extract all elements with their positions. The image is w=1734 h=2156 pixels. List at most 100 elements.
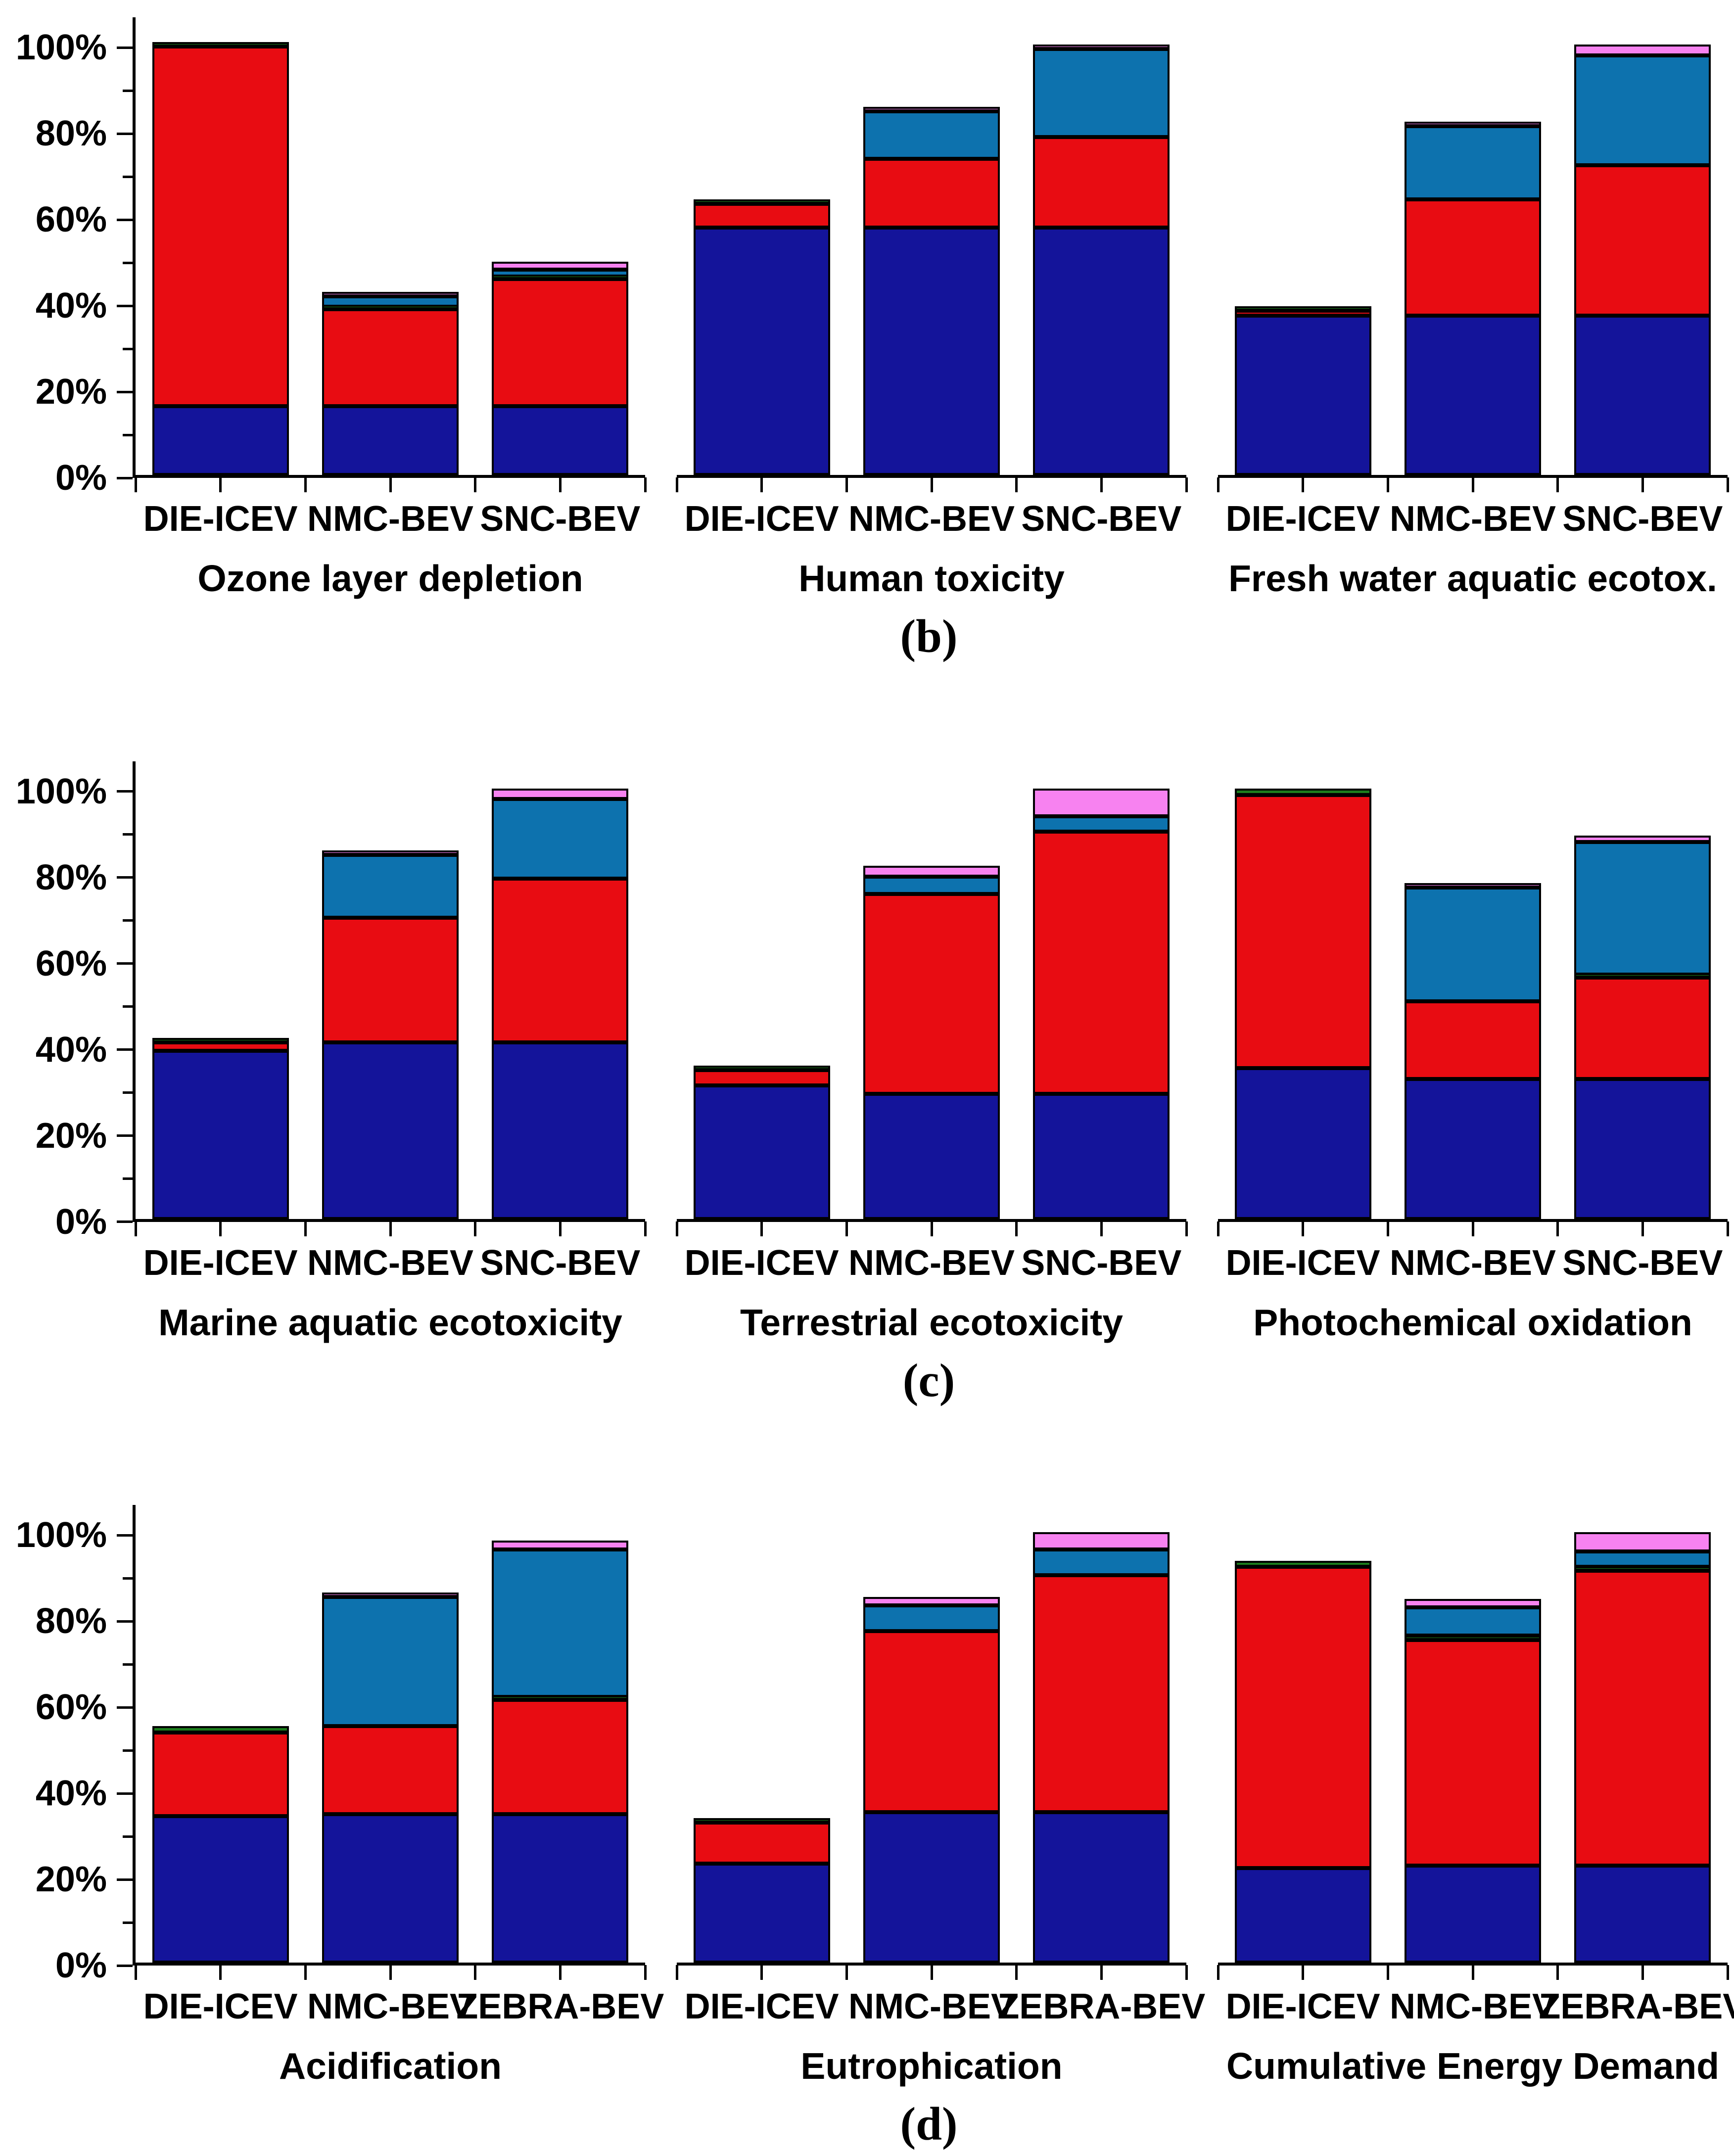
x-axis-tick (1217, 1965, 1219, 1980)
y-major-tick (117, 1220, 133, 1223)
y-minor-tick (123, 1835, 133, 1838)
y-major-tick (117, 876, 133, 879)
bar-segment-red (152, 47, 289, 406)
category-label: NMC-BEV (848, 499, 1015, 539)
x-axis-tick (1302, 477, 1305, 492)
y-minor-tick (123, 1091, 133, 1094)
bar-segment-navy (1033, 1812, 1170, 1963)
category-label: NMC-BEV (1390, 1987, 1556, 2026)
x-axis-tick (304, 1965, 307, 1980)
chart-b-0: 0% 20% 40% 60% 80% 100% DIE-ICEV NMC-BEV SNC-BEV… (9, 17, 647, 599)
x-axis-tick (559, 1965, 562, 1980)
bar-segment-navy (863, 1812, 1000, 1963)
bar-segment-green (1234, 306, 1371, 311)
x-axis-tick (1015, 477, 1018, 492)
bar-segment-steel-blue (1033, 48, 1170, 138)
chart-d-0: 0% 20% 40% 60% 80% 100% DIE-ICEV NMC-BEV ZEBRA-B… (9, 1505, 664, 2086)
x-axis-tick (1726, 1965, 1729, 1980)
x-axis-tick (644, 1965, 647, 1980)
bar-segment-red (152, 1042, 289, 1051)
x-axis-tick (1471, 1221, 1474, 1236)
y-minor-tick (123, 175, 133, 178)
y-axis-gutter: 0% 20% 40% 60% 80% 100% (9, 1508, 133, 1983)
plot-area: DIE-ICEV NMC-BEV ZEBRA-BEV Acidification (133, 1505, 664, 2086)
x-axis-tick (304, 477, 307, 492)
y-tick-label: 40% (35, 1774, 107, 1813)
chart-title: Marine aquatic ecotoxicity (158, 1301, 622, 1343)
bar-segment-magenta-pink (1574, 836, 1711, 843)
y-tick-label: 60% (35, 1687, 107, 1727)
x-axis-tick (930, 477, 933, 492)
bar-segment-navy (1033, 227, 1170, 475)
chart-row-b: 0% 20% 40% 60% 80% 100% DIE-ICEV NMC-BEV SNC-BEV… (0, 17, 1734, 662)
bar-segment-red (1574, 165, 1711, 316)
bar-segment-navy (322, 1814, 459, 1963)
bar-segment-steel-blue (492, 799, 629, 879)
sub-label-b: (b) (900, 610, 958, 662)
category-label: SNC-BEV (480, 499, 641, 539)
bar-segment-green (1234, 1561, 1371, 1567)
y-major-tick (117, 304, 133, 307)
bar-segment-navy (863, 227, 1000, 475)
x-axis-tick (1726, 477, 1729, 492)
chart-c-1: DIE-ICEV NMC-BEV SNC-BEV Terrestrial ecotox… (675, 761, 1188, 1343)
x-axis-tick (559, 477, 562, 492)
bar-segment-steel-blue (1033, 1549, 1170, 1575)
bar-segment-red (1574, 1571, 1711, 1866)
bar-segment-magenta-pink (1033, 1532, 1170, 1549)
x-axis-tick (845, 1965, 848, 1980)
bar-segment-red (1405, 1001, 1541, 1079)
bar-segment-navy (1033, 1094, 1170, 1219)
bar-segment-steel-blue (492, 270, 629, 277)
bar-segment-magenta-pink (492, 788, 629, 799)
charts-container-d: 0% 20% 40% 60% 80% 100% DIE-ICEV NMC-BEV ZEBRA-B… (0, 1505, 1734, 2086)
y-minor-tick (123, 1177, 133, 1180)
bar-segment-navy (1574, 1866, 1711, 1963)
x-axis-tick (644, 477, 647, 492)
category-label: NMC-BEV (1390, 499, 1556, 539)
plot-area: DIE-ICEV NMC-BEV SNC-BEV Ozone layer deplet… (133, 17, 647, 599)
bar-segment-green (693, 1818, 830, 1823)
category-label: NMC-BEV (307, 499, 473, 539)
y-major-tick (117, 962, 133, 965)
bar-segment-magenta-pink (322, 291, 459, 296)
category-label: NMC-BEV (307, 1243, 473, 1283)
x-axis-tick (1386, 1965, 1389, 1980)
x-axis-tick (304, 1221, 307, 1236)
category-label: SNC-BEV (1562, 499, 1723, 539)
y-minor-tick (123, 433, 133, 436)
bar-segment-navy (152, 406, 289, 475)
x-axis-tick (1556, 477, 1559, 492)
y-minor-tick (123, 347, 133, 350)
x-axis-tick (845, 1221, 848, 1236)
chart-title: Human toxicity (798, 558, 1065, 599)
y-tick-label: 80% (35, 114, 107, 153)
x-axis-tick (389, 477, 392, 492)
category-label: SNC-BEV (1562, 1243, 1723, 1283)
bar-segment-navy (1574, 1078, 1711, 1219)
y-tick-label: 100% (15, 771, 107, 811)
y-major-tick (117, 390, 133, 393)
bar-segment-navy (693, 227, 830, 475)
x-axis-tick (474, 1965, 477, 1980)
chart-b-1: DIE-ICEV NMC-BEV SNC-BEV Human toxicity (675, 17, 1188, 599)
bar-segment-steel-blue (1574, 842, 1711, 975)
chart-row-c: 0% 20% 40% 60% 80% 100% DIE-ICEV NMC-BEV SNC-BEV… (0, 761, 1734, 1406)
category-label: SNC-BEV (1021, 499, 1182, 539)
x-axis-tick (1641, 477, 1644, 492)
x-axis-tick (1726, 1221, 1729, 1236)
category-label: DIE-ICEV (143, 499, 298, 539)
x-axis-tick (1471, 1965, 1474, 1980)
y-minor-tick (123, 1663, 133, 1666)
x-axis-tick (1100, 1221, 1103, 1236)
chart-d-1: DIE-ICEV NMC-BEV ZEBRA-BEV Eutrophication (675, 1505, 1205, 2086)
bar-segment-green (1405, 1635, 1541, 1640)
x-axis-tick (474, 477, 477, 492)
y-major-tick (117, 790, 133, 793)
chart-title: Eutrophication (800, 2045, 1063, 2087)
bar-segment-magenta-pink (322, 850, 459, 855)
y-minor-tick (123, 833, 133, 836)
y-tick-label: 100% (15, 1515, 107, 1555)
category-label: ZEBRA-BEV (456, 1987, 664, 2026)
y-minor-tick (123, 919, 133, 922)
